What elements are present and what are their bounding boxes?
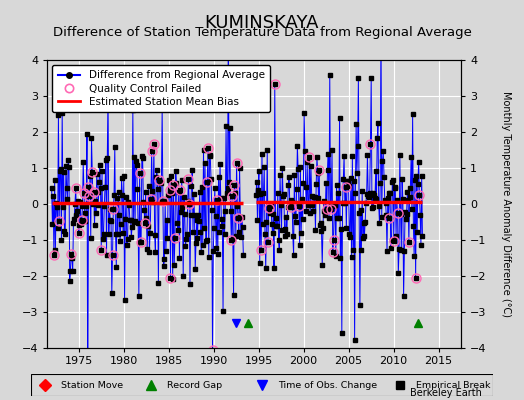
Legend: Difference from Regional Average, Quality Control Failed, Estimated Station Mean: Difference from Regional Average, Qualit…: [52, 65, 270, 112]
Y-axis label: Monthly Temperature Anomaly Difference (°C): Monthly Temperature Anomaly Difference (…: [500, 91, 510, 317]
Text: Time of Obs. Change: Time of Obs. Change: [278, 380, 377, 390]
Text: Station Move: Station Move: [61, 380, 124, 390]
Text: Record Gap: Record Gap: [168, 380, 223, 390]
Text: Empirical Break: Empirical Break: [417, 380, 491, 390]
Text: KUMINSKAYA: KUMINSKAYA: [205, 14, 319, 32]
Text: Difference of Station Temperature Data from Regional Average: Difference of Station Temperature Data f…: [52, 26, 472, 39]
Text: Berkeley Earth: Berkeley Earth: [410, 388, 482, 398]
